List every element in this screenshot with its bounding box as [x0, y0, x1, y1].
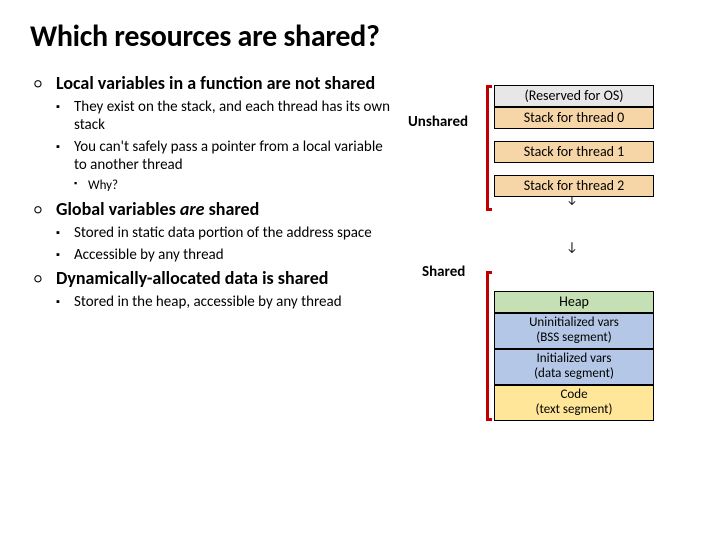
mem-box-stack2: Stack for thread 2 — [494, 175, 654, 197]
sub-list: Stored in static data portion of the add… — [56, 224, 390, 264]
sub-bullet: Stored in static data portion of the add… — [56, 224, 390, 242]
mem-box-code: Code (text segment) — [494, 385, 654, 421]
text-run: shared — [205, 198, 260, 220]
bullet-dynamic-data: Dynamically-allocated data is shared Sto… — [30, 268, 390, 311]
bullet-list: Local variables in a function are not sh… — [30, 73, 390, 311]
bullet-global-vars: Global variables are shared Stored in st… — [30, 199, 390, 264]
text-run-italic: are — [180, 198, 205, 220]
text-run: Global variables — [56, 198, 180, 220]
content-area: Local variables in a function are not sh… — [30, 73, 690, 315]
bracket-unshared — [486, 85, 492, 211]
right-column: Unshared Shared (Reserved for OS) Stack … — [390, 73, 690, 315]
bullet-head: Local variables in a function are not sh… — [56, 73, 390, 94]
arrow-down-icon — [494, 241, 654, 255]
mem-box-bss: Uninitialized vars (BSS segment) — [494, 313, 654, 349]
mem-box-stack1: Stack for thread 1 — [494, 141, 654, 163]
sub-bullet: Accessible by any thread — [56, 246, 390, 264]
bullet-local-vars: Local variables in a function are not sh… — [30, 73, 390, 193]
label-unshared: Unshared — [408, 113, 468, 131]
mem-box-os: (Reserved for OS) — [494, 85, 654, 107]
sub-list: Stored in the heap, accessible by any th… — [56, 293, 390, 311]
bracket-shared — [486, 271, 492, 421]
mem-box-data: Initialized vars (data segment) — [494, 349, 654, 385]
bullet-head: Global variables are shared — [56, 199, 390, 220]
left-column: Local variables in a function are not sh… — [30, 73, 390, 315]
bullet-head: Dynamically-allocated data is shared — [56, 268, 390, 289]
label-shared: Shared — [422, 263, 465, 281]
sub-bullet: Stored in the heap, accessible by any th… — [56, 293, 390, 311]
mem-box-heap: Heap — [494, 291, 654, 313]
sub-sub-bullet: Why? — [56, 178, 390, 194]
slide: Which resources are shared? Local variab… — [0, 0, 720, 540]
sub-bullet: They exist on the stack, and each thread… — [56, 98, 390, 134]
mem-box-stack0: Stack for thread 0 — [494, 107, 654, 129]
sub-list: They exist on the stack, and each thread… — [56, 98, 390, 194]
sub-bullet: You can't safely pass a pointer from a l… — [56, 138, 390, 174]
slide-title: Which resources are shared? — [30, 18, 690, 55]
